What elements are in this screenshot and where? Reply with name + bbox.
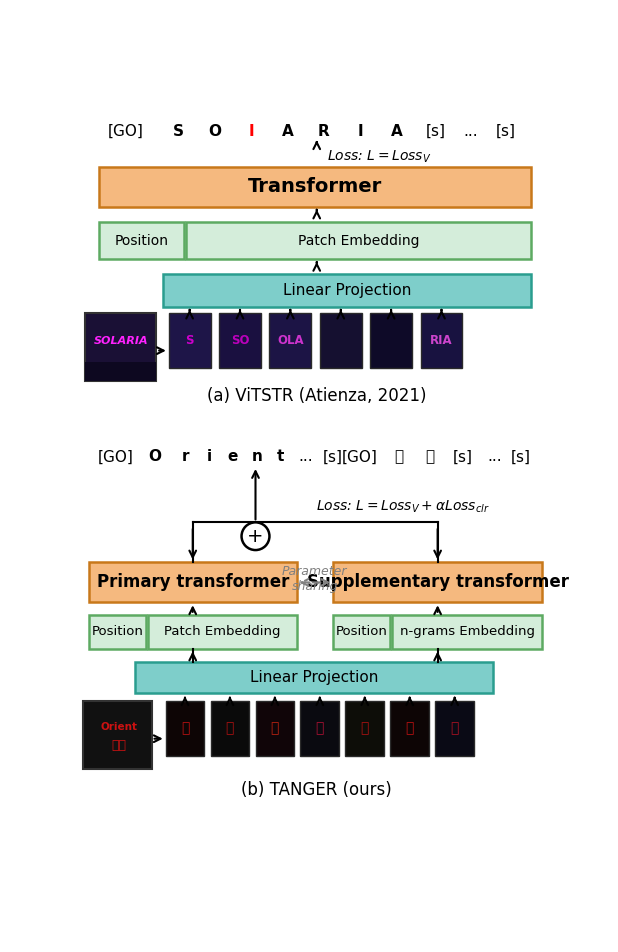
Bar — [85, 362, 156, 381]
Text: ...: ... — [298, 449, 313, 465]
Text: SOLARIA: SOLARIA — [93, 336, 148, 347]
Bar — [166, 701, 205, 757]
Text: Supplementary transformer: Supplementary transformer — [307, 573, 569, 591]
Text: +: + — [247, 526, 264, 545]
Text: Patch Embedding: Patch Embedding — [164, 625, 281, 638]
Text: Patch Embedding: Patch Embedding — [298, 233, 420, 248]
Bar — [269, 313, 311, 368]
Text: け: け — [360, 722, 369, 736]
Text: [s]: [s] — [510, 449, 530, 465]
Text: e: e — [227, 449, 237, 465]
Bar — [211, 701, 249, 757]
Text: Parameter
sharing: Parameter sharing — [282, 565, 347, 593]
Text: I: I — [357, 124, 363, 139]
Text: Linear Projection: Linear Projection — [250, 670, 379, 685]
Text: Orient: Orient — [100, 722, 137, 732]
Text: Position: Position — [114, 233, 169, 248]
Bar — [300, 701, 339, 757]
Text: S: S — [185, 334, 194, 347]
Text: (b) TANGER (ours): (b) TANGER (ours) — [242, 782, 392, 800]
Circle shape — [242, 523, 269, 550]
Text: 東: 東 — [405, 722, 414, 736]
Text: [s]: [s] — [496, 124, 516, 139]
Text: Position: Position — [91, 625, 143, 638]
Text: n: n — [252, 449, 263, 465]
Text: ク: ク — [181, 722, 189, 736]
Text: S: S — [172, 124, 184, 139]
Bar — [135, 663, 493, 693]
Text: $\mathit{Loss}$: $L = \mathit{Loss}_{V} + \alpha\mathit{Loss}_{clr}$: $\mathit{Loss}$: $L = \mathit{Loss}_{V} … — [316, 499, 489, 515]
Bar — [391, 701, 429, 757]
Bar — [333, 563, 542, 603]
Text: O: O — [209, 124, 222, 139]
Text: t: t — [277, 449, 284, 465]
Text: RIA: RIA — [430, 334, 453, 347]
Bar — [255, 701, 294, 757]
Text: ...: ... — [464, 124, 478, 139]
Text: 計: 計 — [316, 722, 324, 736]
Text: [s]: [s] — [323, 449, 343, 465]
Bar — [219, 313, 261, 368]
Bar — [333, 615, 391, 648]
Text: [GO]: [GO] — [108, 124, 143, 139]
Text: む: む — [271, 722, 279, 736]
Text: A: A — [282, 124, 294, 139]
Bar — [99, 167, 531, 207]
Text: n-grams Embedding: n-grams Embedding — [400, 625, 535, 638]
Text: $\mathit{Loss}$: $L = \mathit{Loss}_{V}$: $\mathit{Loss}$: $L = \mathit{Loss}_{V}$ — [328, 149, 432, 165]
Text: r: r — [182, 449, 190, 465]
Text: [GO]: [GO] — [98, 449, 134, 465]
Text: 方: 方 — [425, 449, 434, 465]
Text: O: O — [148, 449, 161, 465]
Text: i: i — [206, 449, 211, 465]
Text: 方: 方 — [451, 722, 459, 736]
Bar — [345, 701, 384, 757]
Text: [s]: [s] — [453, 449, 473, 465]
Bar — [421, 313, 462, 368]
Text: 東: 東 — [394, 449, 404, 465]
Text: A: A — [391, 124, 402, 139]
Bar — [186, 222, 531, 259]
Text: Position: Position — [336, 625, 387, 638]
Text: SO: SO — [231, 334, 249, 347]
Text: ...: ... — [487, 449, 502, 465]
Bar — [99, 222, 184, 259]
Bar — [320, 313, 362, 368]
Text: Linear Projection: Linear Projection — [283, 283, 411, 298]
Bar — [169, 313, 211, 368]
Text: Primary transformer: Primary transformer — [96, 573, 289, 591]
Bar — [148, 615, 297, 648]
Text: Transformer: Transformer — [248, 177, 383, 196]
Bar — [163, 274, 531, 307]
Text: (a) ViTSTR (Atienza, 2021): (a) ViTSTR (Atienza, 2021) — [207, 387, 426, 405]
Bar — [83, 701, 151, 769]
Bar — [85, 313, 156, 381]
Bar — [370, 313, 412, 368]
Text: [GO]: [GO] — [342, 449, 378, 465]
Text: R: R — [318, 124, 329, 139]
Bar — [435, 701, 474, 757]
Bar — [89, 563, 297, 603]
Bar — [392, 615, 542, 648]
Text: [s]: [s] — [426, 124, 446, 139]
Text: OLA: OLA — [277, 334, 303, 347]
Text: 東方: 東方 — [111, 739, 127, 751]
Text: ジ: ジ — [226, 722, 234, 736]
Bar — [89, 615, 146, 648]
Text: I: I — [249, 124, 255, 139]
